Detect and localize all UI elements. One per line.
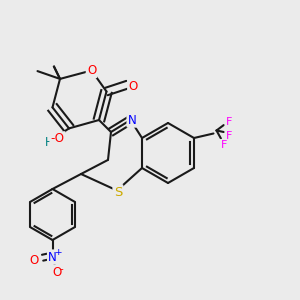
Text: -O: -O [51, 132, 64, 146]
Text: F: F [221, 140, 227, 150]
Text: F: F [226, 118, 232, 128]
Text: +: + [54, 248, 62, 257]
Text: F: F [226, 131, 232, 141]
Text: O: O [128, 80, 137, 93]
Text: -: - [60, 264, 63, 274]
Text: O: O [52, 266, 62, 279]
Text: H: H [45, 136, 54, 149]
Text: N: N [48, 250, 57, 264]
Text: N: N [128, 113, 136, 127]
Text: S: S [114, 185, 122, 199]
Text: O: O [87, 64, 96, 77]
Text: O: O [30, 254, 39, 267]
